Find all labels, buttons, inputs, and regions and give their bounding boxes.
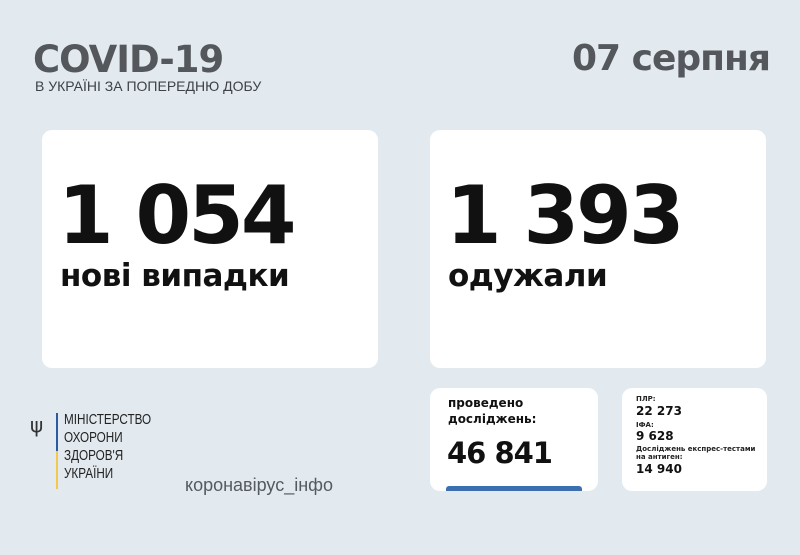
ministry-line: МІНІСТЕРСТВО xyxy=(64,411,152,428)
antigen-value: 14 940 xyxy=(636,461,682,476)
antigen-label-2: на антиген: xyxy=(636,453,683,462)
antigen-label-1: Досліджень експрес-тестами xyxy=(636,445,756,454)
recovered-card: 1 393 одужали xyxy=(430,130,766,368)
tests-accent-bar xyxy=(446,486,582,491)
ministry-logo-text: МІНІСТЕРСТВО ОХОРОНИ ЗДОРОВ'Я УКРАЇНИ xyxy=(64,411,151,483)
new-cases-label: нові випадки xyxy=(60,258,290,294)
tests-label-2: досліджень: xyxy=(448,411,537,426)
ifa-label: ІФА: xyxy=(636,420,654,429)
new-cases-card: 1 054 нові випадки xyxy=(42,130,378,368)
report-date: 07 серпня xyxy=(571,38,771,79)
site-link[interactable]: коронавірус_інфо xyxy=(185,475,333,495)
ministry-line: ОХОРОНИ xyxy=(64,429,123,446)
page-subtitle: В УКРАЇНІ ЗА ПОПЕРЕДНЮ ДОБУ xyxy=(35,78,262,94)
flag-stripe xyxy=(56,413,58,489)
tests-value: 46 841 xyxy=(447,436,553,470)
tests-breakdown-card: ПЛР: 22 273 ІФА: 9 628 Досліджень експре… xyxy=(622,388,767,491)
recovered-value: 1 393 xyxy=(446,169,685,262)
ministry-line: УКРАЇНИ xyxy=(64,465,114,482)
tests-card: проведено досліджень: 46 841 xyxy=(430,388,598,491)
tests-label-1: проведено xyxy=(448,396,524,410)
pcr-label: ПЛР: xyxy=(636,395,656,403)
ifa-value: 9 628 xyxy=(636,429,674,444)
new-cases-value: 1 054 xyxy=(58,169,297,262)
page-title: COVID-19 xyxy=(33,38,224,81)
trident-icon: ψ xyxy=(30,413,44,437)
recovered-label: одужали xyxy=(448,258,608,294)
pcr-value: 22 273 xyxy=(636,403,682,418)
ministry-line: ЗДОРОВ'Я xyxy=(64,447,124,464)
